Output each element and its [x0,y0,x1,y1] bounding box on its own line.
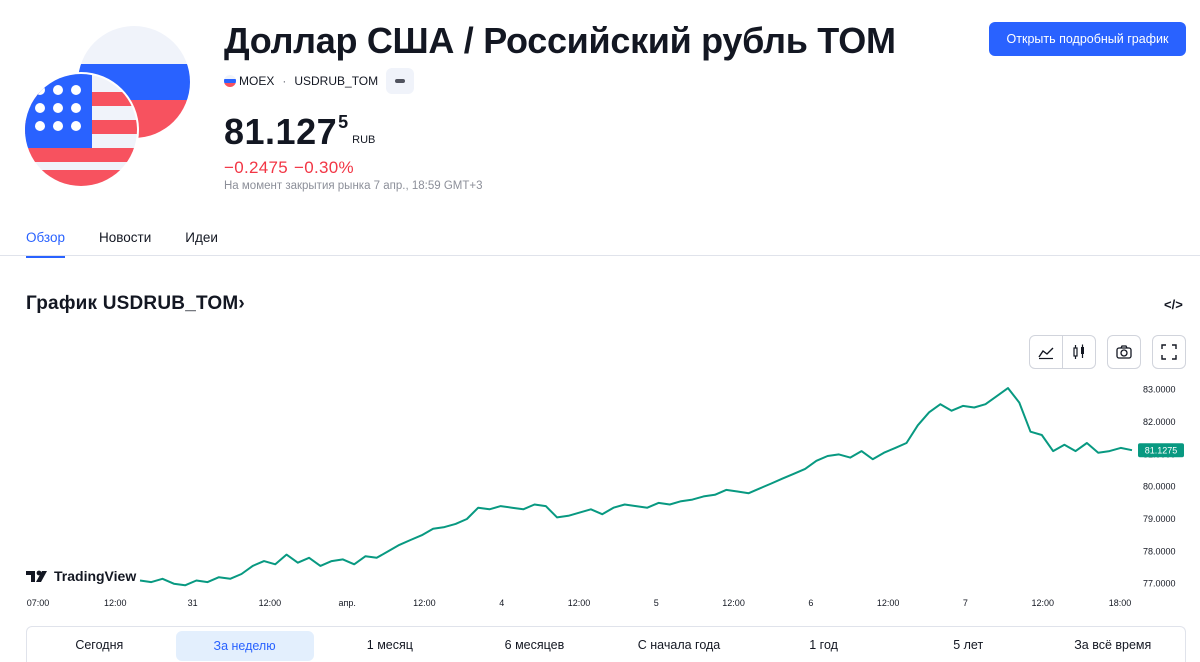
range-selector: Сегодня За неделю 1 месяц 6 месяцев С на… [26,626,1186,662]
x-tick-label: 12:00 [104,598,127,608]
currency-pair-logo [24,26,190,188]
russia-flag-small-icon [224,75,236,87]
exchange-link[interactable]: MOEX [239,74,275,88]
x-tick-label: 4 [499,598,504,608]
y-tick-label: 79.0000 [1143,514,1176,524]
x-tick-label: апр. [338,598,355,608]
range-week[interactable]: За неделю [175,630,314,661]
tab-bar: Обзор Новости Идеи [26,230,252,258]
x-tick-label: 18:00 [1109,598,1132,608]
fullscreen-button[interactable] [1152,335,1186,369]
price-block: 81.127 5 RUB [224,110,375,154]
range-today[interactable]: Сегодня [75,637,124,652]
last-value-label: 81.1275 [1145,446,1178,456]
range-all-time[interactable]: За всё время [1074,637,1152,652]
embed-code-icon[interactable]: </> [1164,297,1183,312]
range-1-month[interactable]: 1 месяц [366,637,413,652]
x-tick-label: 12:00 [259,598,282,608]
tradingview-logo-icon [26,570,47,582]
x-tick-label: 12:00 [1031,598,1054,608]
range-6-months[interactable]: 6 месяцев [504,637,565,652]
price-chart[interactable]: 83.000082.000081.000080.000079.000078.00… [0,380,1200,620]
market-status-badge[interactable] [386,68,415,94]
price-series-line [139,387,1133,587]
x-tick-label: 12:00 [722,598,745,608]
x-tick-label: 12:00 [568,598,591,608]
tab-overview[interactable]: Обзор [26,230,65,258]
x-tick-label: 07:00 [27,598,50,608]
y-tick-label: 80.0000 [1143,482,1176,492]
y-tick-label: 83.0000 [1143,385,1176,395]
x-tick-label: 31 [188,598,198,608]
symbol-meta: MOEX · USDRUB_TOM [224,68,415,94]
price-sup: 5 [338,112,349,132]
chart-section-title[interactable]: График USDRUB_TOM› [26,293,245,314]
x-tick-label: 6 [808,598,813,608]
range-5-years[interactable]: 5 лет [953,637,984,652]
tabs-divider [0,255,1200,256]
page-title: Доллар США / Российский рубль TOM [224,20,896,61]
x-tick-label: 12:00 [877,598,900,608]
camera-icon [1116,345,1132,359]
x-tick-label: 12:00 [413,598,436,608]
separator-dot: · [282,74,287,88]
price-main: 81.127 [224,111,338,152]
last-value-badge [1138,443,1184,458]
change-abs: −0.2475 [224,158,289,177]
y-tick-label: 78.0000 [1143,546,1176,556]
tradingview-logo[interactable]: TradingView [26,568,136,584]
tab-ideas[interactable]: Идеи [185,230,218,245]
y-tick-label: 82.0000 [1143,417,1176,427]
tab-news[interactable]: Новости [99,230,152,245]
y-tick-label: 77.0000 [1143,579,1176,589]
minus-icon [395,79,406,83]
symbol-label: USDRUB_TOM [294,74,379,88]
price-change: −0.2475 −0.30% [224,158,360,178]
change-pct: −0.30% [294,158,354,177]
candles-chart-button[interactable] [1062,335,1096,369]
snapshot-button[interactable] [1107,335,1141,369]
x-tick-label: 5 [654,598,659,608]
range-ytd[interactable]: С начала года [637,637,721,652]
x-tick-label: 7 [963,598,968,608]
open-detailed-chart-button[interactable]: Открыть подробный график [989,22,1186,56]
market-close-note: На момент закрытия рынка 7 апр., 18:59 G… [224,180,483,192]
candles-icon [1073,344,1084,359]
fullscreen-icon [1161,344,1177,360]
price-currency: RUB [352,134,376,146]
usa-flag-icon [25,74,137,186]
area-chart-button[interactable] [1029,335,1063,369]
range-1-year[interactable]: 1 год [809,637,838,652]
area-chart-icon [1038,347,1054,360]
tradingview-logo-text: TradingView [54,568,137,584]
